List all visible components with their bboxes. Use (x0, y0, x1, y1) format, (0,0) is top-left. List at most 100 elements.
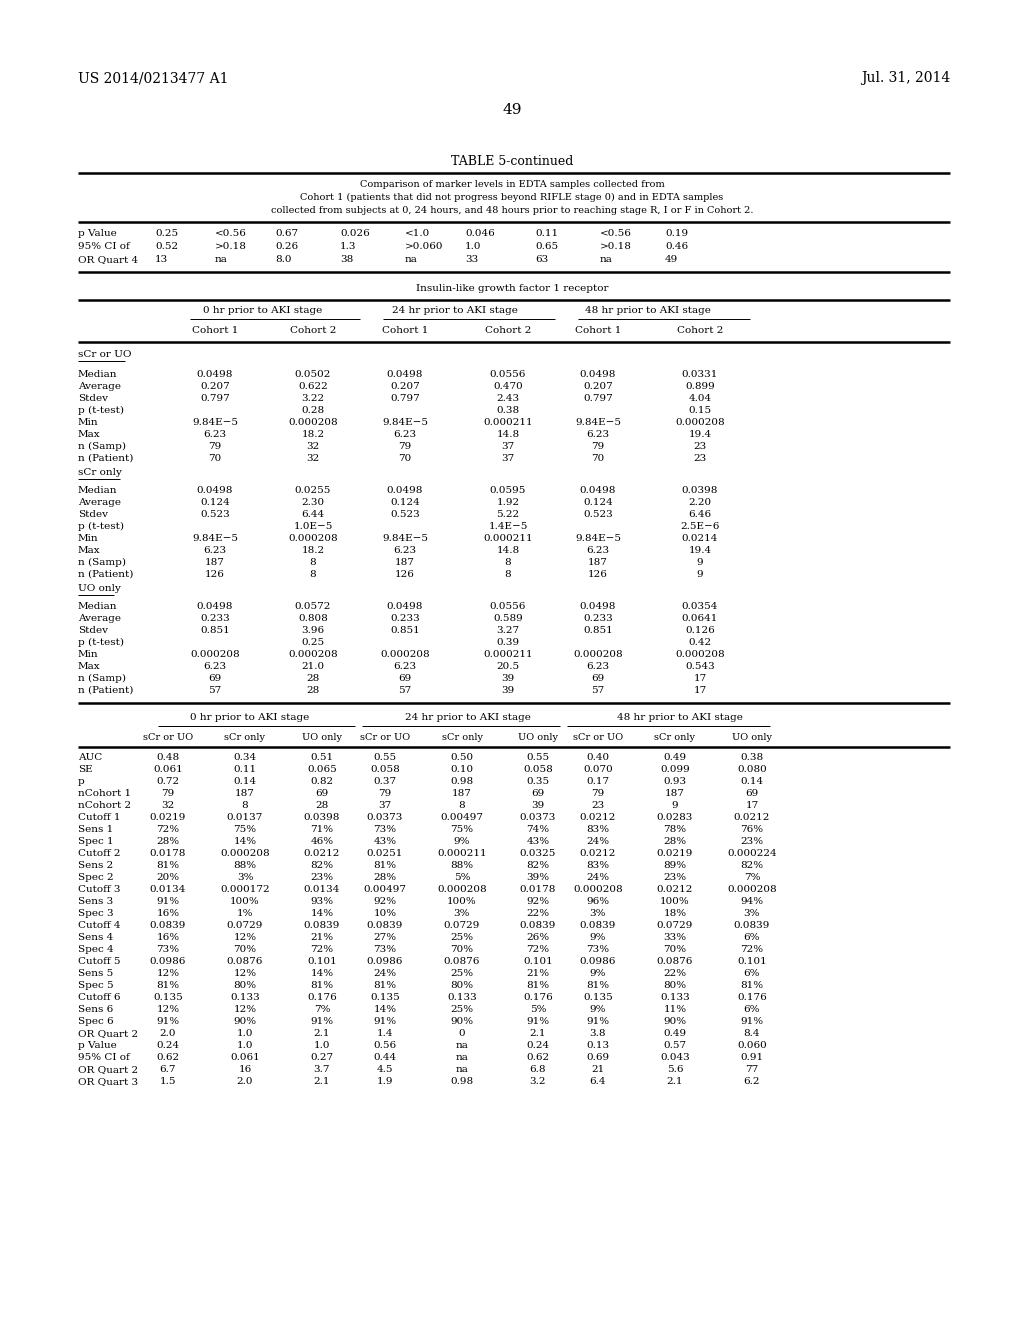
Text: 16: 16 (239, 1065, 252, 1074)
Text: 79: 79 (162, 789, 175, 799)
Text: 57: 57 (398, 686, 412, 696)
Text: 20%: 20% (157, 873, 179, 882)
Text: 0.000208: 0.000208 (727, 884, 777, 894)
Text: 14%: 14% (374, 1005, 396, 1014)
Text: 0.176: 0.176 (307, 993, 337, 1002)
Text: 23%: 23% (310, 873, 334, 882)
Text: 0.0986: 0.0986 (367, 957, 403, 966)
Text: 72%: 72% (310, 945, 334, 954)
Text: 0.133: 0.133 (660, 993, 690, 1002)
Text: 2.30: 2.30 (301, 498, 325, 507)
Text: na: na (215, 255, 228, 264)
Text: 0.98: 0.98 (451, 777, 473, 785)
Text: Cutoff 2: Cutoff 2 (78, 849, 121, 858)
Text: 0.82: 0.82 (310, 777, 334, 785)
Text: UO only: UO only (302, 733, 342, 742)
Text: 0.91: 0.91 (740, 1053, 764, 1063)
Text: 0.49: 0.49 (664, 752, 686, 762)
Text: 76%: 76% (740, 825, 764, 834)
Text: 37: 37 (502, 442, 515, 451)
Text: 81%: 81% (374, 981, 396, 990)
Text: 3.8: 3.8 (590, 1030, 606, 1038)
Text: 81%: 81% (157, 981, 179, 990)
Text: 6.23: 6.23 (393, 663, 417, 671)
Text: 0.0556: 0.0556 (489, 370, 526, 379)
Text: 0.176: 0.176 (523, 993, 553, 1002)
Text: 17: 17 (745, 801, 759, 810)
Text: 187: 187 (588, 558, 608, 568)
Text: 11%: 11% (664, 1005, 686, 1014)
Text: 0.046: 0.046 (465, 228, 495, 238)
Text: 92%: 92% (526, 898, 550, 906)
Text: 0.065: 0.065 (307, 766, 337, 774)
Text: 24%: 24% (587, 837, 609, 846)
Text: 83%: 83% (587, 861, 609, 870)
Text: 6%: 6% (743, 969, 760, 978)
Text: 0.135: 0.135 (370, 993, 400, 1002)
Text: 0.11: 0.11 (535, 228, 558, 238)
Text: 0.42: 0.42 (688, 638, 712, 647)
Text: 0.026: 0.026 (340, 228, 370, 238)
Text: p (t-test): p (t-test) (78, 407, 124, 414)
Text: 0.124: 0.124 (583, 498, 613, 507)
Text: p Value: p Value (78, 228, 117, 238)
Text: 0.39: 0.39 (497, 638, 519, 647)
Text: Max: Max (78, 546, 100, 554)
Text: 0.0134: 0.0134 (304, 884, 340, 894)
Text: p: p (78, 777, 85, 785)
Text: 17: 17 (693, 686, 707, 696)
Text: Cutoff 1: Cutoff 1 (78, 813, 121, 822)
Text: 9.84E−5: 9.84E−5 (382, 418, 428, 426)
Text: Sens 4: Sens 4 (78, 933, 114, 942)
Text: 0.19: 0.19 (665, 228, 688, 238)
Text: 0.0134: 0.0134 (150, 884, 186, 894)
Text: 14%: 14% (310, 969, 334, 978)
Text: 6.23: 6.23 (587, 546, 609, 554)
Text: 25%: 25% (451, 969, 473, 978)
Text: 73%: 73% (374, 945, 396, 954)
Text: 70%: 70% (233, 945, 257, 954)
Text: Cutoff 3: Cutoff 3 (78, 884, 121, 894)
Text: 39: 39 (531, 801, 545, 810)
Text: 9: 9 (672, 801, 678, 810)
Text: 0.808: 0.808 (298, 614, 328, 623)
Text: 0.48: 0.48 (157, 752, 179, 762)
Text: 0.000208: 0.000208 (288, 418, 338, 426)
Text: 0.0373: 0.0373 (367, 813, 403, 822)
Text: 0.0729: 0.0729 (226, 921, 263, 931)
Text: 0.0595: 0.0595 (489, 486, 526, 495)
Text: 43%: 43% (374, 837, 396, 846)
Text: 91%: 91% (740, 1016, 764, 1026)
Text: 8.0: 8.0 (275, 255, 292, 264)
Text: 9.84E−5: 9.84E−5 (193, 535, 238, 543)
Text: 70%: 70% (664, 945, 686, 954)
Text: 3%: 3% (454, 909, 470, 917)
Text: 8: 8 (309, 558, 316, 568)
Text: 7%: 7% (313, 1005, 331, 1014)
Text: 9.84E−5: 9.84E−5 (193, 418, 238, 426)
Text: nCohort 1: nCohort 1 (78, 789, 131, 799)
Text: 0.135: 0.135 (154, 993, 183, 1002)
Text: 0.0498: 0.0498 (387, 602, 423, 611)
Text: OR Quart 2: OR Quart 2 (78, 1065, 138, 1074)
Text: 0.0498: 0.0498 (197, 486, 233, 495)
Text: 88%: 88% (233, 861, 257, 870)
Text: sCr or UO: sCr or UO (573, 733, 623, 742)
Text: 4.04: 4.04 (688, 393, 712, 403)
Text: 90%: 90% (664, 1016, 686, 1026)
Text: 32: 32 (306, 442, 319, 451)
Text: 14%: 14% (310, 909, 334, 917)
Text: 0.93: 0.93 (664, 777, 686, 785)
Text: Sens 2: Sens 2 (78, 861, 114, 870)
Text: 19.4: 19.4 (688, 430, 712, 440)
Text: 6.23: 6.23 (393, 546, 417, 554)
Text: 9.84E−5: 9.84E−5 (575, 418, 621, 426)
Text: 81%: 81% (526, 981, 550, 990)
Text: 95% CI of: 95% CI of (78, 242, 130, 251)
Text: 9%: 9% (454, 837, 470, 846)
Text: Min: Min (78, 418, 98, 426)
Text: 90%: 90% (451, 1016, 473, 1026)
Text: 96%: 96% (587, 898, 609, 906)
Text: UO only: UO only (78, 583, 121, 593)
Text: 0.797: 0.797 (200, 393, 229, 403)
